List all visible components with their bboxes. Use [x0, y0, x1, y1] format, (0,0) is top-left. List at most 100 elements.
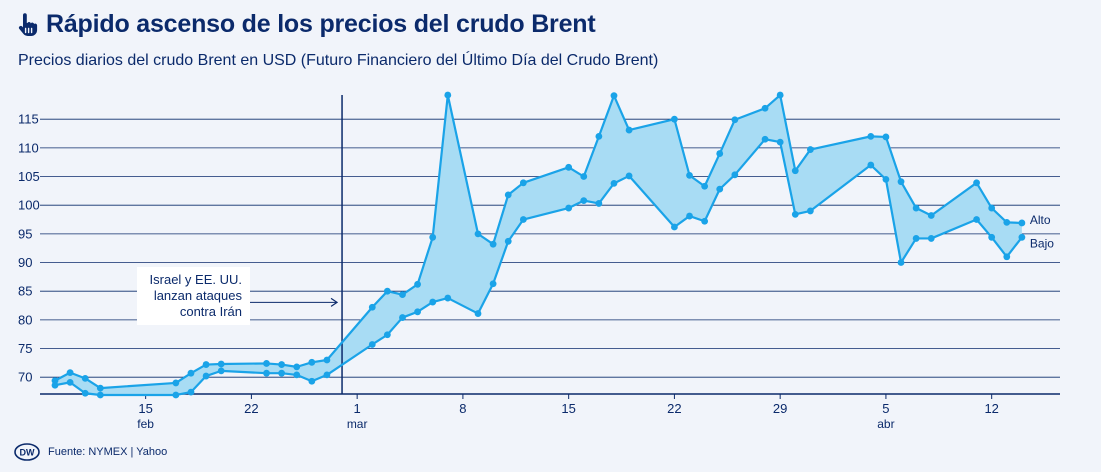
data-point-bajo — [686, 212, 693, 220]
x-tick-label: 8 — [459, 401, 466, 416]
y-tick-label: 110 — [18, 140, 39, 155]
x-tick-label: 15 — [561, 401, 575, 416]
data-point-alto — [988, 204, 996, 212]
data-point-bajo — [1018, 233, 1026, 241]
data-point-alto — [1003, 218, 1011, 226]
data-point-alto — [308, 358, 316, 366]
data-point-alto — [580, 173, 588, 180]
data-point-alto — [973, 179, 980, 187]
data-point-alto — [444, 91, 452, 99]
dw-logo-text: DW — [20, 447, 35, 457]
x-tick-label: 29 — [773, 401, 787, 416]
data-point-bajo — [263, 369, 270, 377]
data-point-bajo — [927, 235, 935, 242]
data-point-bajo — [776, 138, 784, 146]
series-label-bajo: Bajo — [1030, 236, 1054, 250]
data-point-bajo — [671, 223, 678, 231]
data-point-alto — [217, 360, 225, 368]
x-tick-label: 5 — [882, 401, 889, 416]
y-tick-label: 115 — [18, 112, 39, 127]
data-point-bajo — [308, 377, 316, 385]
data-point-bajo — [580, 197, 588, 204]
annotation-box — [137, 267, 250, 325]
x-tick-label: 22 — [667, 401, 681, 416]
data-point-alto — [610, 92, 618, 100]
data-point-bajo — [51, 381, 59, 389]
data-point-alto — [686, 171, 693, 179]
data-point-bajo — [96, 391, 104, 399]
data-point-alto — [595, 132, 603, 140]
data-point-bajo — [973, 216, 980, 223]
x-tick-label: 15 — [138, 401, 152, 416]
y-tick-label: 100 — [18, 198, 40, 213]
data-point-bajo — [368, 341, 376, 348]
y-tick-label: 80 — [18, 312, 32, 327]
data-point-alto — [897, 178, 905, 186]
data-point-alto — [96, 384, 104, 392]
data-point-alto — [172, 379, 180, 387]
data-point-bajo — [202, 372, 210, 380]
data-point-bajo — [867, 161, 875, 169]
data-point-alto — [671, 115, 678, 123]
x-month-label: feb — [137, 417, 154, 431]
data-point-alto — [1018, 219, 1026, 227]
data-point-bajo — [988, 233, 996, 241]
data-point-bajo — [66, 378, 74, 386]
data-point-alto — [187, 369, 195, 377]
data-point-bajo — [504, 237, 512, 245]
data-point-bajo — [172, 391, 180, 399]
data-point-alto — [565, 163, 573, 171]
data-point-alto — [202, 361, 210, 368]
data-point-alto — [263, 360, 270, 367]
x-tick-label: 22 — [244, 401, 258, 416]
data-point-bajo — [882, 175, 890, 183]
data-point-bajo — [429, 298, 437, 306]
title-row: Rápido ascenso de los precios del crudo … — [16, 10, 596, 39]
data-point-bajo — [912, 235, 920, 242]
data-point-alto — [716, 150, 724, 157]
data-point-alto — [429, 233, 437, 241]
x-tick-label: 1 — [354, 401, 361, 416]
data-point-bajo — [791, 210, 799, 218]
data-point-bajo — [625, 172, 633, 180]
data-point-alto — [293, 363, 301, 371]
data-point-bajo — [806, 207, 814, 215]
data-point-alto — [806, 146, 814, 153]
annotation-text: lanzan ataques — [154, 288, 243, 303]
data-point-alto — [81, 374, 89, 382]
y-tick-label: 105 — [18, 169, 40, 184]
data-point-bajo — [217, 367, 225, 375]
data-point-bajo — [414, 308, 421, 316]
data-point-bajo — [187, 388, 195, 396]
data-point-bajo — [716, 185, 724, 193]
high-low-band — [55, 95, 1022, 395]
data-point-alto — [519, 179, 527, 187]
data-point-alto — [399, 291, 406, 299]
data-point-alto — [791, 167, 799, 175]
data-point-bajo — [701, 217, 709, 225]
chart-subtitle: Precios diarios del crudo Brent en USD (… — [18, 52, 659, 69]
series-line-bajo — [54, 138, 1023, 397]
data-point-alto — [489, 240, 497, 248]
data-point-alto — [701, 182, 709, 190]
data-point-alto — [383, 287, 391, 295]
y-tick-label: 75 — [18, 341, 32, 356]
series-label-alto: Alto — [1030, 213, 1051, 227]
chart-title: Rápido ascenso de los precios del crudo … — [46, 10, 596, 38]
data-point-alto — [368, 303, 376, 311]
data-point-alto — [731, 116, 739, 124]
annotation-arrowhead — [330, 297, 339, 307]
data-point-bajo — [293, 371, 301, 379]
data-point-alto — [761, 104, 769, 112]
dw-logo: DW — [14, 443, 40, 461]
y-tick-label: 90 — [18, 255, 32, 270]
data-point-alto — [776, 91, 784, 99]
data-point-alto — [882, 133, 890, 141]
y-tick-label: 95 — [18, 226, 32, 241]
data-point-bajo — [474, 310, 482, 317]
data-point-bajo — [383, 331, 391, 339]
data-point-bajo — [278, 369, 286, 377]
x-tick-label: 12 — [984, 401, 998, 416]
data-point-bajo — [761, 135, 769, 143]
